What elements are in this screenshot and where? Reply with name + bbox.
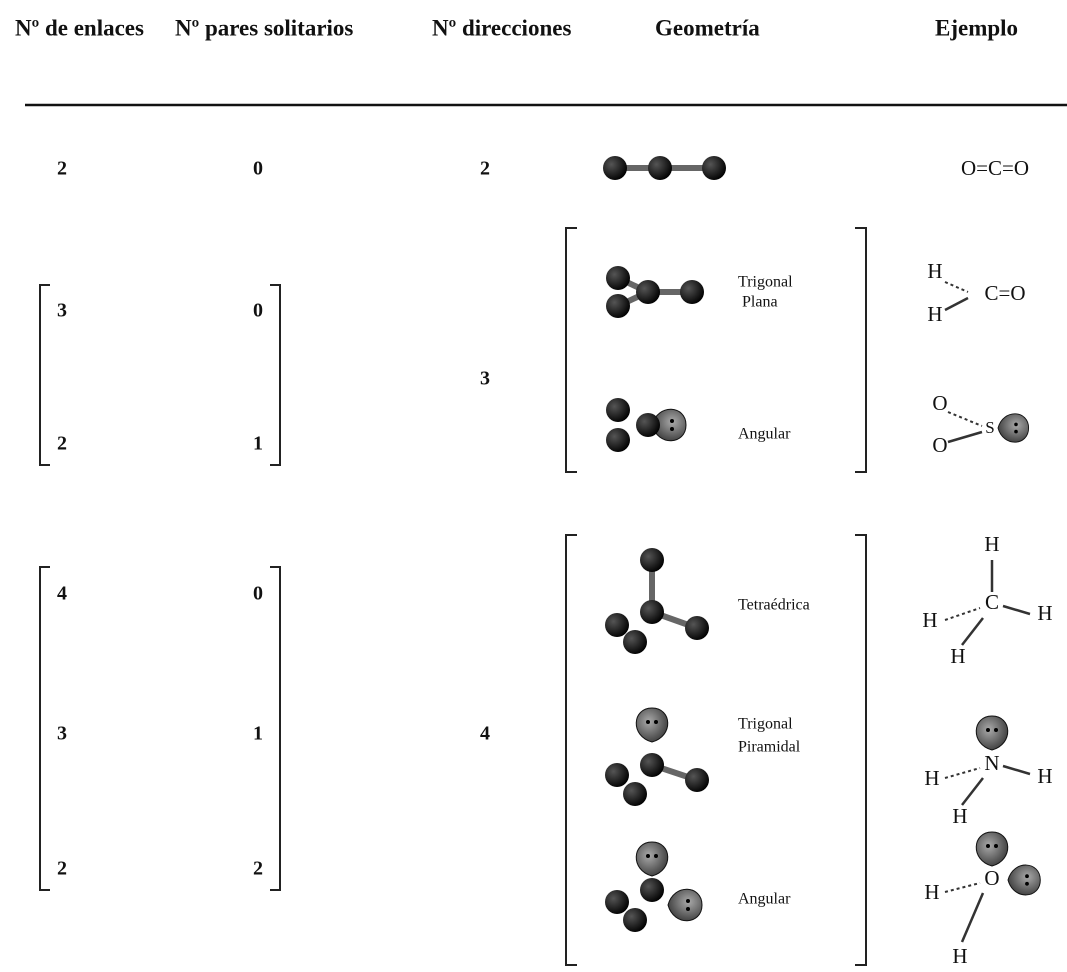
tetrahedral-model bbox=[605, 548, 709, 654]
trigonal-pyramid-model bbox=[605, 707, 709, 806]
lone-pairs: 0 bbox=[253, 583, 263, 605]
example-structure: H H C H H bbox=[922, 532, 1052, 668]
bonds: 2 bbox=[57, 158, 67, 180]
lone-pairs: 0 bbox=[253, 158, 263, 180]
header-cell: Ejemplo bbox=[935, 15, 1018, 40]
directions: 2 bbox=[480, 158, 490, 180]
bonds: 3 bbox=[57, 723, 67, 745]
atom-label: H bbox=[924, 880, 939, 904]
bonds: 4 bbox=[57, 583, 67, 605]
angular-model bbox=[606, 398, 687, 452]
bracket bbox=[565, 227, 577, 473]
trigonal-plane-model bbox=[606, 266, 704, 318]
example-formula: O=C=O bbox=[961, 156, 1029, 180]
lone-pairs: 1 bbox=[253, 723, 263, 745]
example-structure: O H H bbox=[924, 831, 1041, 968]
bonds: 2 bbox=[57, 858, 67, 880]
bracket bbox=[855, 534, 867, 966]
atom-label: H bbox=[922, 608, 937, 632]
bonds: 3 bbox=[57, 300, 67, 322]
atom-label: O bbox=[932, 391, 947, 415]
linear-model bbox=[603, 156, 726, 180]
geometry-label: Trigonal bbox=[738, 274, 793, 291]
header-cell: Nº direcciones bbox=[432, 15, 571, 40]
bracket bbox=[270, 566, 281, 891]
atom-label: H bbox=[927, 259, 942, 283]
atom-label: H bbox=[924, 766, 939, 790]
example-structure: N H H H bbox=[924, 715, 1053, 828]
atom-label: H bbox=[927, 302, 942, 326]
geometry-label: Plana bbox=[742, 294, 778, 311]
bracket bbox=[855, 227, 867, 473]
geometry-label: Angular bbox=[738, 426, 791, 443]
bracket bbox=[565, 534, 577, 966]
angular-model bbox=[605, 841, 703, 932]
geometry-label: Piramidal bbox=[738, 739, 801, 756]
lone-pairs: 2 bbox=[253, 858, 263, 880]
directions: 3 bbox=[480, 368, 490, 390]
bonds: 2 bbox=[57, 433, 67, 455]
bracket bbox=[39, 284, 50, 466]
atom-label: H bbox=[1037, 764, 1052, 788]
atom-label: C bbox=[985, 590, 999, 614]
directions: 4 bbox=[480, 723, 490, 745]
atom-label: O bbox=[932, 433, 947, 457]
geometry-label: Tetraédrica bbox=[738, 597, 810, 614]
atom-label: H bbox=[1037, 601, 1052, 625]
atom-label: H bbox=[950, 644, 965, 668]
atom-label: C=O bbox=[984, 281, 1025, 305]
header-cell: Nº de enlaces bbox=[15, 15, 144, 40]
geometry-label: Angular bbox=[738, 891, 791, 908]
header-cell: Geometría bbox=[655, 15, 760, 40]
atom-label: N bbox=[984, 751, 999, 775]
atom-label: S bbox=[985, 418, 994, 437]
lone-pairs: 1 bbox=[253, 433, 263, 455]
example-structure: O O S bbox=[932, 391, 1030, 457]
bracket bbox=[270, 284, 281, 466]
lone-pairs: 0 bbox=[253, 300, 263, 322]
example-structure: H H C=O bbox=[927, 259, 1025, 326]
header-cell: Nº pares solitarios bbox=[175, 15, 353, 40]
atom-label: H bbox=[952, 804, 967, 828]
atom-label: O bbox=[984, 866, 999, 890]
geometry-label: Trigonal bbox=[738, 716, 793, 733]
bracket bbox=[39, 566, 50, 891]
atom-label: H bbox=[984, 532, 999, 556]
atom-label: H bbox=[952, 944, 967, 968]
